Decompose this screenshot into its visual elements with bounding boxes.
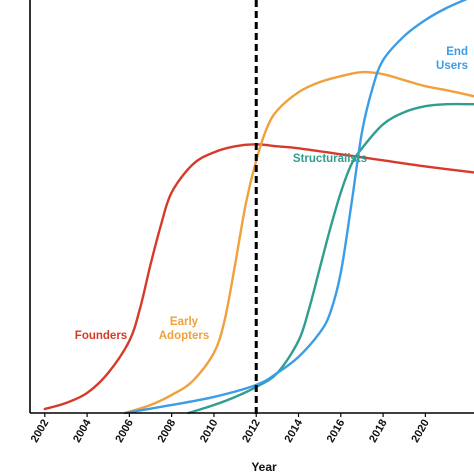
- series-label-end-users-1: End: [446, 46, 468, 58]
- x-tick-label-2002: 2002: [29, 418, 52, 445]
- series-lines: [43, 0, 474, 415]
- series-line-founders: [43, 143, 474, 411]
- series-label-structuralists: Structuralists: [293, 153, 367, 165]
- x-tick-label-2008: 2008: [156, 418, 179, 445]
- x-tick-label-2010: 2010: [198, 418, 221, 445]
- axes: 2002 2004 2006 2008 2010 2012 2014 2016 2018 2020: [29, 0, 474, 445]
- x-tick-label-2012: 2012: [240, 418, 263, 445]
- series-label-early-adopters-2: Adopters: [159, 330, 209, 342]
- series-line-structuralists: [187, 102, 474, 415]
- x-tick-label-2020: 2020: [409, 418, 432, 445]
- x-tick-label-2006: 2006: [113, 418, 136, 445]
- x-tick-label-2014: 2014: [282, 417, 305, 445]
- x-tick-label-2016: 2016: [325, 418, 348, 445]
- x-tick-label-2018: 2018: [367, 418, 390, 445]
- series-line-early-adopters: [123, 70, 474, 415]
- series-line-end-users: [123, 0, 468, 415]
- series-label-early-adopters-1: Early: [170, 316, 199, 328]
- series-labels: Founders Early Adopters Structuralists End Us…: [75, 46, 468, 342]
- x-tick-label-2004: 2004: [71, 417, 94, 445]
- series-label-founders: Founders: [75, 330, 127, 342]
- x-axis-title: Year: [251, 460, 277, 474]
- series-label-end-users-2: Users: [436, 60, 468, 72]
